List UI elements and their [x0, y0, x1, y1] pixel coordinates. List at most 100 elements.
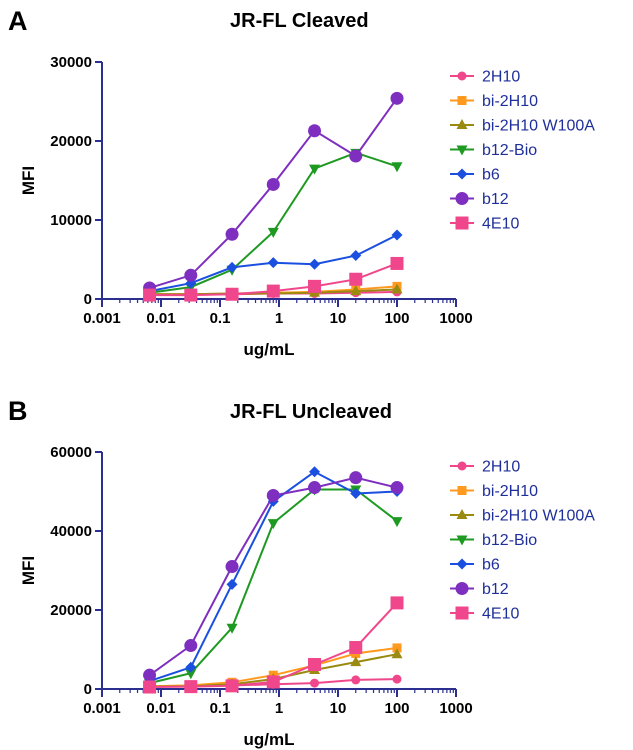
x-tick-label: 100 — [384, 310, 409, 327]
data-point — [266, 177, 280, 191]
legend-label: b12 — [482, 581, 509, 598]
data-point — [308, 481, 322, 495]
legend-item: bi-2H10 W100A — [450, 118, 595, 135]
data-point — [143, 680, 157, 694]
legend-item: b12-Bio — [450, 142, 537, 159]
legend-marker — [457, 96, 467, 105]
legend-marker — [456, 119, 468, 129]
data-point — [185, 661, 197, 673]
data-point — [266, 284, 280, 298]
chart-title: JR-FL Cleaved — [230, 10, 369, 32]
legend-label: bi-2H10 — [482, 483, 538, 500]
legend-marker — [457, 71, 467, 81]
chart-title: JR-FL Uncleaved — [230, 401, 392, 423]
data-point — [309, 466, 321, 478]
legend-marker — [457, 486, 467, 495]
legend-item: bi-2H10 — [450, 93, 538, 110]
legend-label: 2H10 — [482, 459, 520, 476]
y-tick-label: 20000 — [50, 602, 92, 619]
legend-marker — [455, 582, 469, 595]
legend-item: b12-Bio — [450, 532, 537, 549]
y-tick-label: 0 — [84, 681, 92, 698]
data-point — [267, 227, 279, 238]
series-4e10 — [143, 596, 404, 694]
data-point — [392, 643, 402, 653]
x-tick-label: 1 — [275, 310, 283, 327]
x-tick-label: 1000 — [439, 700, 472, 717]
legend: 2H10 bi-2H10 bi-2H10 W100A b12-Bio b6 b12 4E10 — [450, 459, 595, 623]
data-point — [225, 287, 239, 301]
legend-item: bi-2H10 — [450, 483, 538, 500]
legend-marker — [456, 168, 468, 180]
data-point — [390, 596, 404, 610]
legend-marker — [457, 461, 467, 471]
data-point — [267, 257, 279, 269]
legend-label: 4E10 — [482, 216, 519, 233]
series-b12-bio — [144, 485, 403, 690]
data-point — [143, 668, 157, 682]
data-point — [350, 285, 362, 296]
data-point — [184, 288, 198, 302]
x-tick-label: 0.001 — [83, 700, 121, 717]
data-point — [266, 675, 280, 689]
legend-marker — [456, 509, 468, 519]
data-point — [226, 261, 238, 273]
data-point — [349, 471, 363, 485]
legend-label: bi-2H10 W100A — [482, 118, 595, 135]
chart-jr-fl-cleaved: A JR-FL Cleaved 0 10000 20000 30000 0.001 0.01 0… — [8, 6, 595, 359]
legend-item: 2H10 — [450, 69, 520, 86]
data-point — [184, 268, 198, 282]
data-point — [391, 162, 403, 173]
x-tick-label: 100 — [384, 700, 409, 717]
legend-label: 2H10 — [482, 69, 520, 86]
x-tick-label: 0.1 — [210, 700, 231, 717]
data-point — [143, 288, 157, 302]
data-point — [310, 678, 320, 688]
legend-marker — [455, 606, 469, 620]
panel-label: B — [8, 396, 28, 426]
legend-label: b12-Bio — [482, 142, 537, 159]
data-point — [184, 680, 198, 694]
y-tick-label: 60000 — [50, 444, 92, 461]
data-point — [349, 641, 363, 655]
data-point — [225, 227, 239, 241]
legend: 2H10 bi-2H10 bi-2H10 W100A b12-Bio b6 b12 4E10 — [450, 69, 595, 233]
y-tick-label: 30000 — [50, 54, 92, 71]
y-tick-label: 40000 — [50, 523, 92, 540]
data-point — [266, 488, 280, 502]
legend-label: 4E10 — [482, 606, 519, 623]
legend-label: b12-Bio — [482, 532, 537, 549]
data-point — [350, 656, 362, 667]
legend-marker — [456, 535, 468, 546]
legend-item: bi-2H10 W100A — [450, 508, 595, 525]
data-point — [308, 658, 322, 672]
y-tick-label: 0 — [84, 291, 92, 308]
x-tick-label: 10 — [330, 310, 347, 327]
y-axis-label: MFI — [19, 556, 38, 585]
data-point — [350, 250, 362, 262]
data-point — [225, 679, 239, 693]
y-axis-label: MFI — [19, 166, 38, 195]
series-4e10 — [143, 256, 404, 302]
data-point — [390, 256, 404, 270]
data-point — [185, 669, 197, 680]
data-point — [349, 272, 363, 286]
x-axis-label: ug/mL — [244, 340, 295, 359]
data-point — [350, 487, 362, 499]
legend-item: b6 — [450, 167, 500, 184]
y-tick-label: 20000 — [50, 133, 92, 150]
y-tick-label: 10000 — [50, 212, 92, 229]
x-tick-label: 1000 — [439, 310, 472, 327]
data-point — [308, 279, 322, 293]
legend-item: 2H10 — [450, 459, 520, 476]
legend-label: b12 — [482, 191, 509, 208]
legend-item: b12 — [450, 581, 509, 598]
x-tick-label: 10 — [330, 700, 347, 717]
data-point — [391, 517, 403, 528]
panel-label: A — [8, 6, 28, 36]
legend-label: bi-2H10 — [482, 93, 538, 110]
legend-marker — [456, 145, 468, 156]
x-axis-label: ug/mL — [244, 730, 295, 749]
legend-item: 4E10 — [450, 606, 519, 623]
